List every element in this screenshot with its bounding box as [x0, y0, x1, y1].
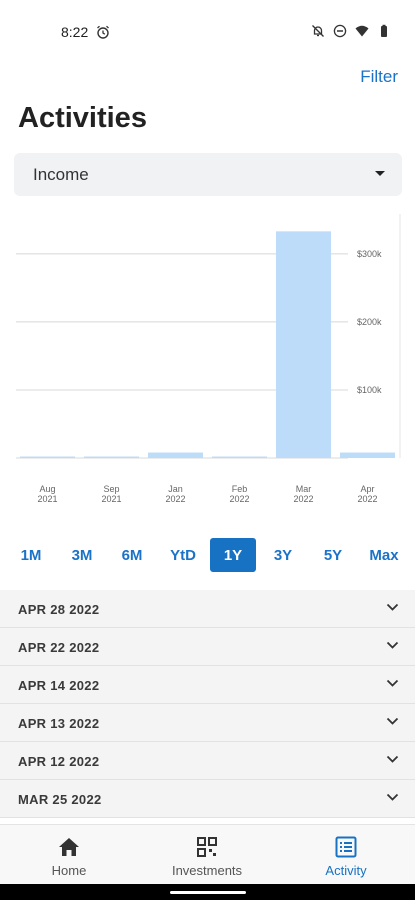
chevron-down-icon[interactable] — [386, 603, 399, 612]
activity-date: APR 28 2022 — [18, 602, 100, 617]
x-tick-label-year: 2021 — [37, 494, 57, 504]
filter-link[interactable]: Filter — [360, 67, 398, 86]
x-tick-label-year: 2022 — [293, 494, 313, 504]
chevron-down-icon[interactable] — [386, 793, 399, 802]
x-tick-label-year: 2022 — [165, 494, 185, 504]
chevron-down-icon[interactable] — [386, 641, 399, 650]
x-tick-label-year: 2022 — [357, 494, 377, 504]
range-button-6m[interactable]: 6M — [121, 546, 143, 564]
activity-row[interactable]: APR 22 2022 — [0, 628, 415, 666]
status-time: 8:22 — [61, 24, 89, 40]
y-tick-label: $100k — [357, 385, 382, 395]
chevron-down-icon[interactable] — [386, 679, 399, 688]
nav-home-label: Home — [51, 863, 87, 878]
range-button-1y[interactable]: 1Y — [210, 538, 256, 572]
status-icons — [311, 24, 391, 38]
wifi-icon — [355, 25, 369, 37]
activity-date: APR 13 2022 — [18, 716, 100, 731]
gesture-handle[interactable] — [170, 891, 246, 894]
range-selector: 1M 3M 6M YtD 1Y 3Y 5Y Max — [0, 538, 415, 574]
range-button-1m[interactable]: 1M — [20, 546, 42, 564]
activity-row[interactable]: APR 12 2022 — [0, 742, 415, 780]
range-button-3y[interactable]: 3Y — [273, 546, 293, 564]
grid-icon — [197, 837, 217, 857]
page-title: Activities — [18, 102, 147, 134]
range-button-max[interactable]: Max — [369, 546, 399, 564]
notifications-off-icon — [312, 25, 324, 37]
activity-type-select[interactable]: Income — [14, 153, 402, 196]
activity-row[interactable]: APR 28 2022 — [0, 590, 415, 628]
chart-bar — [340, 452, 395, 458]
activity-type-value: Income — [33, 165, 89, 184]
activity-date: APR 22 2022 — [18, 640, 100, 655]
x-tick-label-year: 2021 — [101, 494, 121, 504]
battery-icon — [381, 24, 387, 37]
activity-row[interactable]: APR 14 2022 — [0, 666, 415, 704]
x-tick-label: Aug — [39, 484, 55, 494]
range-button-3m[interactable]: 3M — [71, 546, 93, 564]
chevron-down-icon[interactable] — [386, 717, 399, 726]
x-tick-label: Mar — [296, 484, 312, 494]
x-tick-label: Apr — [360, 484, 374, 494]
chart-bar — [276, 231, 331, 458]
y-tick-label: $200k — [357, 317, 382, 327]
x-tick-label: Feb — [232, 484, 248, 494]
chart-svg: $100k$200k$300kAug2021Sep2021Jan2022Feb2… — [16, 214, 401, 504]
chevron-down-icon[interactable] — [386, 755, 399, 764]
bottom-nav: Home Investments Activity — [0, 824, 415, 884]
list-icon — [335, 836, 357, 858]
income-chart: $100k $200k $300k Aug 2021 Sep 2021 Jan 2022 Feb 2… — [0, 210, 415, 520]
nav-activity-label: Activity — [325, 863, 367, 878]
x-tick-label: Sep — [103, 484, 119, 494]
range-button-5y[interactable]: 5Y — [323, 546, 343, 564]
activity-row[interactable]: APR 13 2022 — [0, 704, 415, 742]
activity-date: APR 12 2022 — [18, 754, 100, 769]
nav-home[interactable]: Home — [0, 825, 138, 885]
chart-bar — [212, 456, 267, 458]
home-icon — [59, 838, 79, 856]
activity-list: APR 28 2022 APR 22 2022 APR 14 2022 APR 13 … — [0, 590, 415, 818]
nav-activity[interactable]: Activity — [277, 825, 415, 885]
nav-investments-label: Investments — [171, 863, 243, 878]
caret-down-icon — [375, 171, 385, 176]
gesture-bar — [0, 884, 415, 900]
activity-date: MAR 25 2022 — [18, 792, 102, 807]
y-tick-label: $300k — [357, 249, 382, 259]
x-tick-label-year: 2022 — [229, 494, 249, 504]
activity-row[interactable]: MAR 25 2022 — [0, 780, 415, 818]
status-bar: 8:22 — [0, 0, 415, 64]
range-button-ytd[interactable]: YtD — [170, 546, 196, 564]
chart-bar — [20, 456, 75, 458]
x-tick-label: Jan — [168, 484, 183, 494]
alarm-icon — [97, 25, 109, 39]
chart-bar — [148, 452, 203, 458]
nav-investments[interactable]: Investments — [138, 825, 276, 885]
chart-bar — [84, 456, 139, 458]
activity-date: APR 14 2022 — [18, 678, 100, 693]
do-not-disturb-icon — [333, 24, 347, 38]
